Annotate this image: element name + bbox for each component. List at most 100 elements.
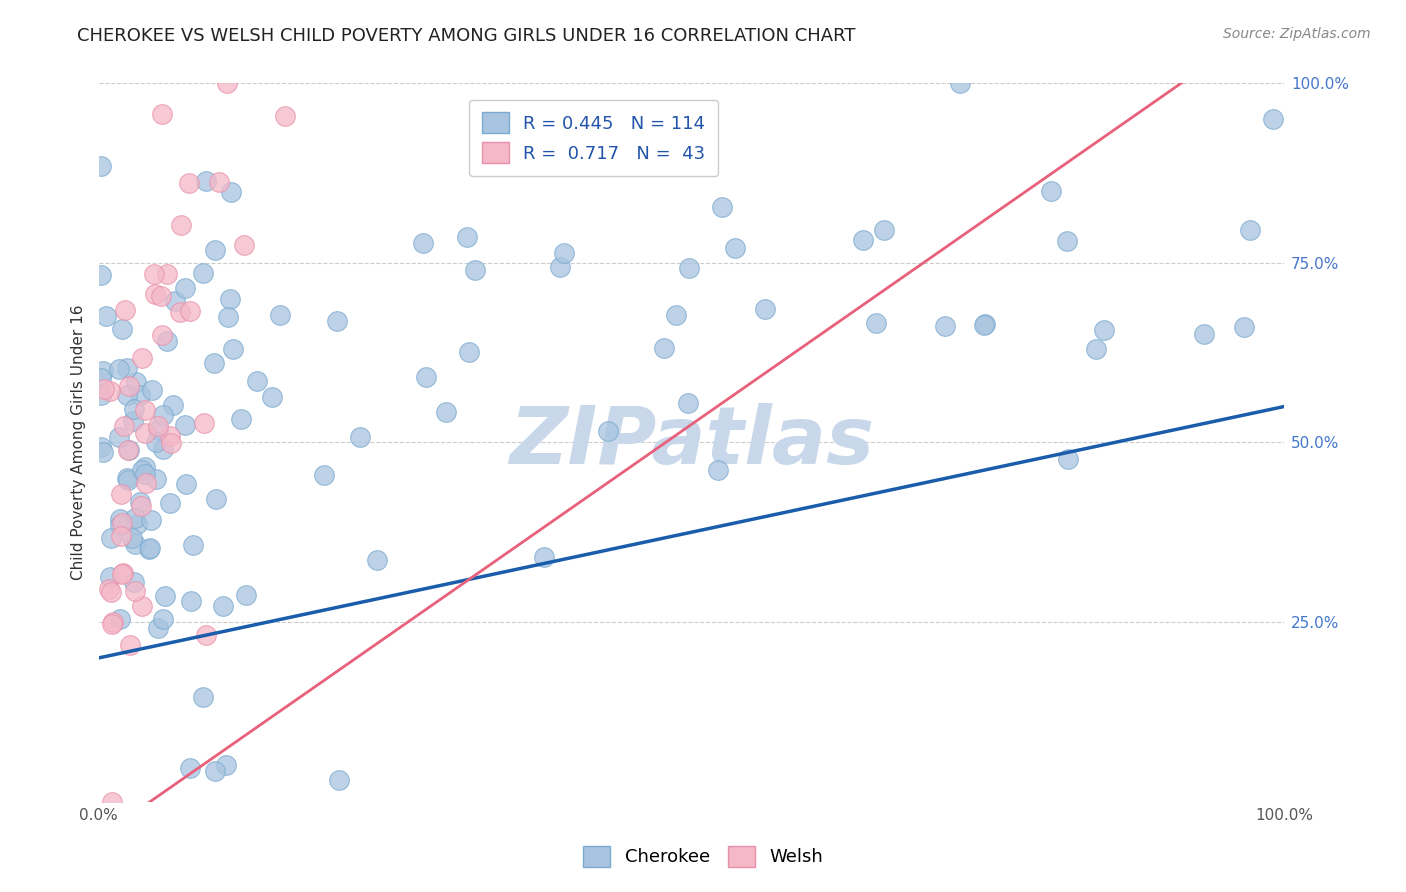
Point xyxy=(100,616,122,631)
Point xyxy=(146,621,169,635)
Point xyxy=(456,230,478,244)
Point xyxy=(112,419,135,434)
Point xyxy=(596,425,619,439)
Point xyxy=(138,541,160,556)
Point xyxy=(169,304,191,318)
Text: ZIPatlas: ZIPatlas xyxy=(509,403,873,482)
Point xyxy=(98,384,121,398)
Point xyxy=(654,342,676,356)
Point xyxy=(204,764,226,778)
Point xyxy=(108,430,131,444)
Point xyxy=(179,304,201,318)
Point xyxy=(149,288,172,302)
Point xyxy=(98,570,121,584)
Point xyxy=(156,267,179,281)
Point xyxy=(711,200,734,214)
Point xyxy=(191,690,214,704)
Point xyxy=(108,361,131,376)
Point xyxy=(366,553,388,567)
Point xyxy=(217,310,239,324)
Point xyxy=(128,495,150,509)
Point xyxy=(124,536,146,550)
Point xyxy=(122,401,145,416)
Point xyxy=(973,318,995,333)
Point xyxy=(96,310,118,324)
Point xyxy=(125,375,148,389)
Point xyxy=(135,475,157,490)
Point xyxy=(457,345,479,359)
Point xyxy=(110,528,132,542)
Point xyxy=(415,370,437,384)
Point xyxy=(141,384,163,398)
Point xyxy=(103,615,125,629)
Point xyxy=(215,77,238,91)
Point xyxy=(1056,234,1078,248)
Point xyxy=(98,582,121,596)
Point xyxy=(1192,327,1215,342)
Point xyxy=(117,473,139,487)
Point xyxy=(949,77,972,91)
Point xyxy=(180,594,202,608)
Point xyxy=(246,374,269,388)
Point xyxy=(215,758,238,772)
Point xyxy=(235,588,257,602)
Point xyxy=(90,440,112,454)
Point xyxy=(122,574,145,589)
Point xyxy=(100,531,122,545)
Point xyxy=(163,293,186,308)
Point xyxy=(325,314,347,328)
Point xyxy=(122,414,145,428)
Legend: R = 0.445   N = 114, R =  0.717   N =  43: R = 0.445 N = 114, R = 0.717 N = 43 xyxy=(470,100,718,176)
Point xyxy=(195,174,218,188)
Point xyxy=(349,430,371,444)
Point xyxy=(143,287,166,301)
Point xyxy=(134,402,156,417)
Point xyxy=(179,177,201,191)
Point xyxy=(934,318,956,333)
Point xyxy=(145,435,167,450)
Point xyxy=(706,463,728,477)
Point xyxy=(678,260,700,275)
Point xyxy=(114,303,136,318)
Point xyxy=(193,416,215,430)
Point xyxy=(183,538,205,552)
Point xyxy=(115,471,138,485)
Point xyxy=(176,476,198,491)
Point xyxy=(233,238,256,252)
Point xyxy=(754,301,776,316)
Point xyxy=(262,390,284,404)
Point xyxy=(111,516,134,530)
Point xyxy=(145,472,167,486)
Point xyxy=(1039,184,1062,198)
Point xyxy=(134,425,156,440)
Point xyxy=(139,513,162,527)
Point xyxy=(852,233,875,247)
Point xyxy=(108,612,131,626)
Point xyxy=(152,409,174,423)
Point xyxy=(724,241,747,255)
Point xyxy=(269,308,291,322)
Point xyxy=(464,263,486,277)
Point xyxy=(129,500,152,514)
Point xyxy=(173,418,195,433)
Point xyxy=(146,424,169,438)
Point xyxy=(872,223,894,237)
Point xyxy=(160,436,183,450)
Point xyxy=(1084,343,1107,357)
Point xyxy=(150,107,173,121)
Point xyxy=(328,772,350,787)
Text: CHEROKEE VS WELSH CHILD POVERTY AMONG GIRLS UNDER 16 CORRELATION CHART: CHEROKEE VS WELSH CHILD POVERTY AMONG GI… xyxy=(77,27,856,45)
Point xyxy=(93,382,115,396)
Point xyxy=(162,399,184,413)
Point xyxy=(118,379,141,393)
Point xyxy=(108,512,131,526)
Point xyxy=(553,246,575,260)
Point xyxy=(219,185,242,199)
Point xyxy=(205,492,228,507)
Point xyxy=(129,388,152,402)
Point xyxy=(229,411,252,425)
Point xyxy=(134,459,156,474)
Point xyxy=(150,328,173,343)
Point xyxy=(1056,451,1078,466)
Point xyxy=(100,795,122,809)
